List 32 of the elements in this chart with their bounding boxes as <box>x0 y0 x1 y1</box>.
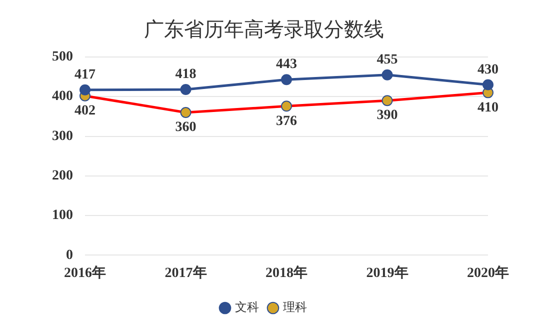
x-tick-label: 2020年 <box>467 265 509 282</box>
point <box>180 106 192 118</box>
data-label: 360 <box>175 120 196 136</box>
y-tick-label: 300 <box>52 128 73 144</box>
data-label: 376 <box>276 114 297 129</box>
point <box>80 84 90 96</box>
data-label: 390 <box>376 108 398 124</box>
data-label: 402 <box>74 103 96 118</box>
y-tick-label: 100 <box>52 208 73 224</box>
legend-label: 理科 <box>283 300 307 314</box>
x-tick-label: 2019年 <box>366 265 408 282</box>
y-tick-label: 500 <box>52 50 73 65</box>
point <box>281 100 292 112</box>
point <box>180 84 192 96</box>
x-tick-label: 2018年 <box>266 265 308 282</box>
point <box>382 69 393 80</box>
chart-title: 广东省历年高考录取分数线 <box>144 17 384 42</box>
point <box>281 74 292 86</box>
data-label: 430 <box>478 62 498 78</box>
data-label: 443 <box>276 57 297 72</box>
y-tick-label: 400 <box>52 89 73 104</box>
y-tick-label: 200 <box>52 168 73 184</box>
y-tick-label: 0 <box>66 248 73 263</box>
x-tick-label: 2017年 <box>164 265 207 282</box>
data-label: 417 <box>74 68 96 83</box>
data-label: 418 <box>175 67 196 82</box>
data-label: 455 <box>376 52 398 68</box>
legend-label: 文科 <box>235 300 259 314</box>
x-tick-label: 2016年 <box>64 265 106 282</box>
point <box>382 95 393 106</box>
point <box>482 79 494 90</box>
data-label: 410 <box>478 100 498 116</box>
